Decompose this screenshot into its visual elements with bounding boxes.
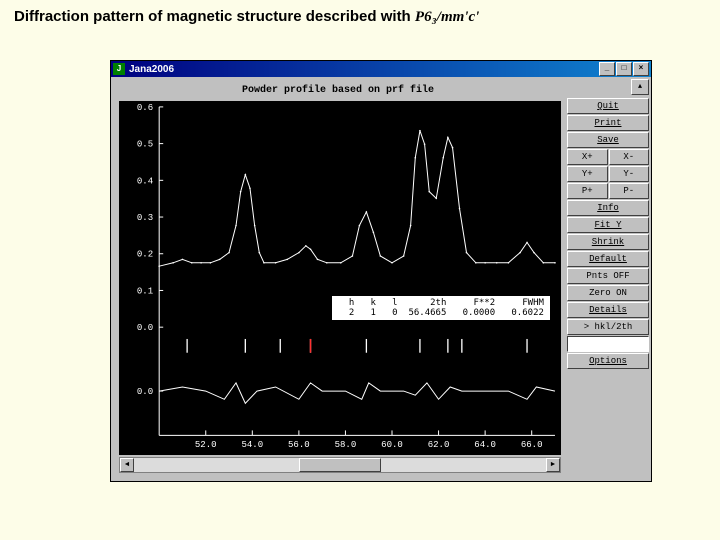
scrollbar-horizontal[interactable]: ◄ ► xyxy=(119,457,561,473)
fity-button[interactable]: Fit Y xyxy=(567,217,649,233)
zeroon-button[interactable]: Zero ON xyxy=(567,285,649,301)
svg-text:60.0: 60.0 xyxy=(381,440,403,450)
pplus-button[interactable]: P+ xyxy=(567,183,608,199)
app-icon: J xyxy=(113,63,125,75)
xplus-button[interactable]: X+ xyxy=(567,149,608,165)
svg-text:0.1: 0.1 xyxy=(137,286,153,296)
svg-text:62.0: 62.0 xyxy=(428,440,450,450)
svg-text:54.0: 54.0 xyxy=(241,440,263,450)
quit-button[interactable]: Quit xyxy=(567,98,649,114)
print-button[interactable]: Print xyxy=(567,115,649,131)
save-button[interactable]: Save xyxy=(567,132,649,148)
xminus-button[interactable]: X- xyxy=(609,149,650,165)
scroll-left-button[interactable]: ◄ xyxy=(120,458,134,472)
svg-text:0.6: 0.6 xyxy=(137,103,153,113)
svg-text:0.2: 0.2 xyxy=(137,250,153,260)
status-readout xyxy=(567,336,649,352)
yminus-button[interactable]: Y- xyxy=(609,166,650,182)
maximize-button[interactable]: □ xyxy=(616,62,632,76)
default-button[interactable]: Default xyxy=(567,251,649,267)
close-button[interactable]: × xyxy=(633,62,649,76)
scroll-right-button[interactable]: ► xyxy=(546,458,560,472)
svg-text:0.0: 0.0 xyxy=(137,387,153,397)
svg-text:0.5: 0.5 xyxy=(137,140,153,150)
svg-text:0.4: 0.4 xyxy=(137,176,153,186)
svg-text:66.0: 66.0 xyxy=(521,440,543,450)
svg-text:56.0: 56.0 xyxy=(288,440,310,450)
app-window: J Jana2006 _ □ × Powder profile based on… xyxy=(110,60,652,482)
options-button[interactable]: Options xyxy=(567,353,649,369)
titlebar[interactable]: J Jana2006 _ □ × xyxy=(111,61,651,77)
details-button[interactable]: Details xyxy=(567,302,649,318)
plot-area: Powder profile based on prf file 0.60.50… xyxy=(111,77,565,481)
hkl-readout: h k l 2th F**2 FWHM 2 1 0 56.4665 0.0000… xyxy=(331,295,551,321)
scroll-thumb[interactable] xyxy=(299,458,381,472)
info-button[interactable]: Info xyxy=(567,200,649,216)
panel-close-button[interactable]: ▴ xyxy=(631,79,649,95)
svg-text:52.0: 52.0 xyxy=(195,440,217,450)
hkl2th-button[interactable]: > hkl/2th xyxy=(567,319,649,335)
sidebar: ▴ Quit Print Save X+ X- Y+ Y- P+ P- Info… xyxy=(565,77,651,481)
page-title: Diffraction pattern of magnetic structur… xyxy=(0,0,720,34)
svg-text:64.0: 64.0 xyxy=(474,440,496,450)
chart[interactable]: 0.6 0.5 0.4 0.3 0.2 0.1 0.0 0.0 52.0 54.0 56.0 58.0… xyxy=(119,101,561,455)
window-title: Jana2006 xyxy=(129,64,174,75)
svg-text:0.0: 0.0 xyxy=(137,323,153,333)
pminus-button[interactable]: P- xyxy=(609,183,650,199)
svg-text:0.3: 0.3 xyxy=(137,213,153,223)
plot-title: Powder profile based on prf file xyxy=(115,81,561,100)
pntsoff-button[interactable]: Pnts OFF xyxy=(567,268,649,284)
shrink-button[interactable]: Shrink xyxy=(567,234,649,250)
svg-text:58.0: 58.0 xyxy=(335,440,357,450)
minimize-button[interactable]: _ xyxy=(599,62,615,76)
yplus-button[interactable]: Y+ xyxy=(567,166,608,182)
